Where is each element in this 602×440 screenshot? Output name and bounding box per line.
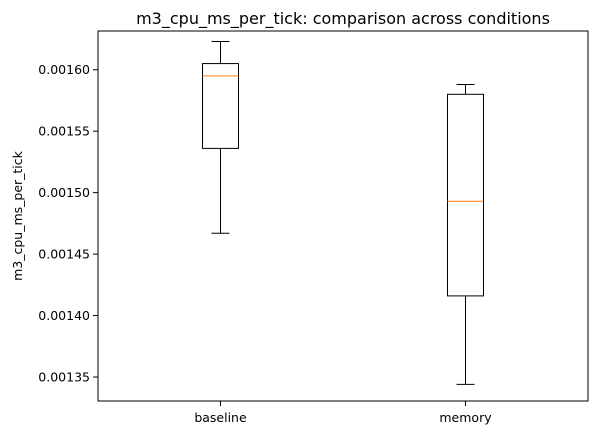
box-body [447,93,484,297]
y-axis: 0.00135 0.00140 0.00145 0.00150 0.00155 0.001… [38,62,98,385]
y-tick-label: 0.00160 [38,62,90,77]
chart-title: m3_cpu_ms_per_tick: comparison across co… [136,9,550,29]
box-memory [447,83,484,385]
y-tick-label: 0.00145 [38,247,90,262]
x-tick-label: baseline [194,410,247,425]
x-tick-label: memory [439,410,492,425]
x-axis: baseline memory [194,401,492,425]
y-tick-label: 0.00150 [38,185,90,200]
y-axis-label: m3_cpu_ms_per_tick [10,150,25,281]
y-tick-label: 0.00140 [38,308,90,323]
y-tick-label: 0.00135 [38,370,90,385]
plot-area-frame [97,30,589,402]
box-baseline [202,40,239,234]
box-series [202,40,484,385]
y-tick-label: 0.00155 [38,124,90,139]
box-body [202,63,239,149]
